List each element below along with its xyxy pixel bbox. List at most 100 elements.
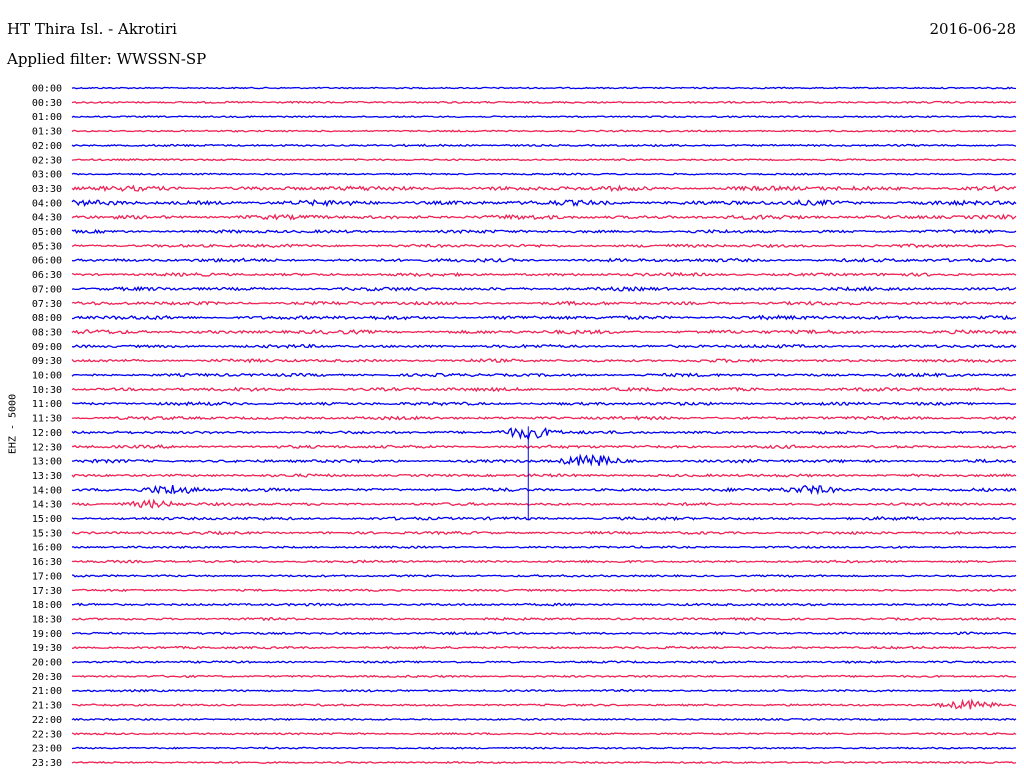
time-label: 14:00 [32, 485, 62, 496]
time-label: 10:30 [32, 385, 62, 396]
time-label: 08:00 [32, 313, 62, 324]
time-label: 04:00 [32, 198, 62, 209]
time-label: 06:30 [32, 270, 62, 281]
time-label: 01:30 [32, 127, 62, 138]
trace-line [71, 314, 1017, 321]
time-label: 14:30 [32, 500, 62, 511]
time-label: 02:30 [32, 155, 62, 166]
trace-line [71, 660, 1017, 664]
time-label: 15:00 [32, 514, 62, 525]
trace-line [72, 602, 1017, 607]
trace-line [71, 129, 1017, 133]
time-label: 02:00 [32, 141, 62, 152]
trace-line [71, 473, 1017, 478]
time-label: 07:30 [32, 299, 62, 310]
trace-line [71, 358, 1017, 364]
trace-line [71, 426, 1017, 441]
filter-label: Applied filter: WWSSN-SP [7, 50, 207, 68]
trace-line [71, 343, 1017, 349]
trace-line [71, 257, 1017, 263]
trace-line [71, 484, 1017, 496]
time-label: 11:30 [32, 414, 62, 425]
trace-line [71, 372, 1017, 378]
trace-line [71, 143, 1017, 148]
time-label: 13:30 [32, 471, 62, 482]
time-label: 17:30 [32, 586, 62, 597]
time-label: 05:30 [32, 241, 62, 252]
trace-line [71, 213, 1017, 221]
time-label: 22:00 [32, 715, 62, 726]
time-label: 16:00 [32, 543, 62, 554]
time-label: 20:30 [32, 672, 62, 683]
time-label: 17:00 [32, 571, 62, 582]
time-label: 21:00 [32, 686, 62, 697]
trace-line [71, 498, 1017, 509]
trace-line [71, 415, 1017, 421]
trace-line [71, 698, 1017, 710]
time-label: 08:30 [32, 327, 62, 338]
trace-line [71, 401, 1017, 407]
trace-line [71, 328, 1017, 336]
date-label: 2016-06-28 [929, 20, 1016, 38]
time-label: 20:00 [32, 658, 62, 669]
trace-line [71, 645, 1017, 650]
trace-line [71, 243, 1017, 249]
time-label: 22:30 [32, 729, 62, 740]
trace-line [71, 285, 1017, 293]
time-label: 11:00 [32, 399, 62, 410]
trace-line [71, 674, 1017, 679]
trace-line [71, 115, 1017, 119]
time-label: 15:30 [32, 528, 62, 539]
trace-line [71, 86, 1017, 90]
time-label: 18:30 [32, 614, 62, 625]
time-label: 12:00 [32, 428, 62, 439]
trace-line [71, 588, 1017, 592]
trace-line [71, 717, 1017, 722]
trace-line [71, 453, 1017, 467]
time-label: 00:00 [32, 84, 62, 95]
time-label: 07:00 [32, 284, 62, 295]
time-label: 23:30 [32, 758, 62, 769]
time-label: 23:00 [32, 744, 62, 755]
trace-line [71, 732, 1017, 736]
time-label: 09:00 [32, 342, 62, 353]
trace-line [71, 184, 1017, 193]
time-label: 09:30 [32, 356, 62, 367]
trace-line [71, 386, 1017, 393]
time-label: 19:00 [32, 629, 62, 640]
trace-line [71, 545, 1017, 550]
time-label: 06:00 [32, 256, 62, 267]
trace-line [71, 300, 1017, 307]
trace-line [71, 271, 1017, 278]
time-label: 00:30 [32, 98, 62, 109]
trace-line [71, 616, 1017, 622]
station-title: HT Thira Isl. - Akrotiri [7, 20, 177, 38]
time-label: 18:00 [32, 600, 62, 611]
time-label: 21:30 [32, 701, 62, 712]
time-label: 10:00 [32, 371, 62, 382]
time-label: 01:00 [32, 112, 62, 123]
trace-line [71, 631, 1017, 636]
trace-line [71, 760, 1017, 764]
trace-line [71, 444, 1017, 450]
trace-line [71, 198, 1017, 208]
time-label: 03:00 [32, 170, 62, 181]
time-label: 12:30 [32, 442, 62, 453]
time-label: 03:30 [32, 184, 62, 195]
trace-line [71, 688, 1017, 693]
trace-line [71, 746, 1017, 750]
trace-line [71, 228, 1017, 235]
trace-line [71, 515, 1017, 522]
trace-line [71, 559, 1017, 564]
trace-line [71, 100, 1017, 104]
trace-line [71, 158, 1017, 162]
trace-line [71, 574, 1017, 578]
trace-line [71, 172, 1017, 176]
time-label: 19:30 [32, 643, 62, 654]
time-label: 16:30 [32, 557, 62, 568]
trace-line [71, 530, 1017, 536]
time-label: 04:30 [32, 213, 62, 224]
time-label: 13:00 [32, 457, 62, 468]
time-label: 05:00 [32, 227, 62, 238]
